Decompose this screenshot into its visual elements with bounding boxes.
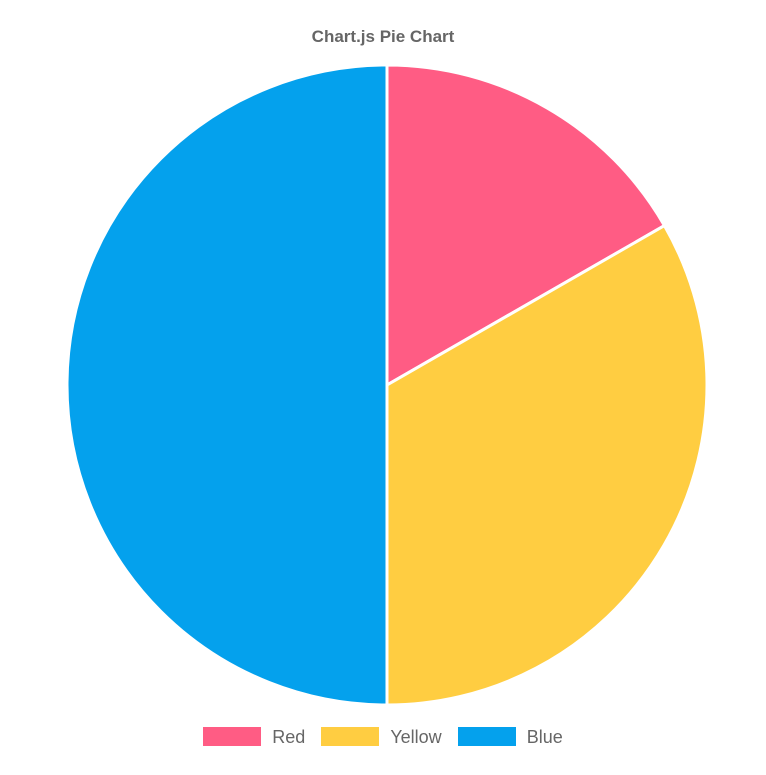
pie-slice-red[interactable] xyxy=(385,63,666,387)
legend-item-red[interactable]: Red xyxy=(203,727,305,746)
chart-title: Chart.js Pie Chart xyxy=(311,27,455,46)
chart-legend: Red Yellow Blue xyxy=(0,727,766,746)
pie-slice-yellow[interactable] xyxy=(385,224,709,707)
legend-item-yellow[interactable]: Yellow xyxy=(321,726,442,747)
legend-swatch-yellow xyxy=(321,727,380,746)
legend-label: Yellow xyxy=(390,726,442,747)
pie-slice-blue[interactable] xyxy=(65,63,389,707)
pie-chart[interactable] xyxy=(64,62,710,708)
legend-item-blue[interactable]: Blue xyxy=(457,726,563,747)
legend-label: Blue xyxy=(526,726,563,747)
legend-label: Red xyxy=(272,726,306,747)
legend-swatch-red xyxy=(203,727,262,746)
legend-swatch-blue xyxy=(457,727,516,746)
